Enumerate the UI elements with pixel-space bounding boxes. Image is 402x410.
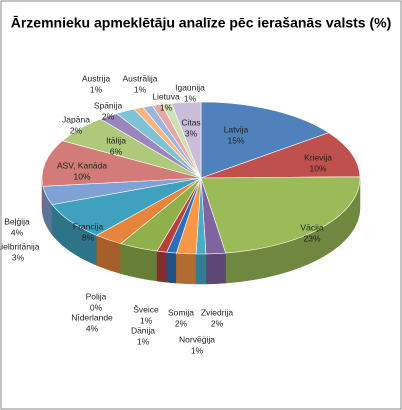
pie-slice: [200, 132, 361, 179]
value-label: 1%: [137, 336, 150, 346]
slice-label: Šveice: [133, 304, 159, 314]
value-label: 8%: [82, 232, 95, 242]
slice-label: Japāna: [62, 114, 90, 124]
labels: Latvija15%Krievija10%Vācija23%Zviedrija2…: [0, 73, 332, 355]
slice-label: Citas: [181, 117, 200, 127]
slice-label: Lietuva: [152, 91, 180, 101]
pie-sides: [41, 177, 361, 285]
value-label: 3%: [12, 252, 25, 262]
value-label: 1%: [134, 84, 147, 94]
slice-label: Somija: [168, 307, 194, 317]
value-label: 1%: [184, 93, 197, 103]
slice-label: Latvija: [224, 124, 249, 134]
value-label: 1%: [140, 315, 153, 325]
value-label: 4%: [86, 323, 99, 333]
value-label: 1%: [90, 84, 103, 94]
chart-title: Ārzemnieku apmeklētāju analīze pēc ieraš…: [11, 15, 392, 31]
value-label: 2%: [102, 111, 115, 121]
slice-side: [195, 253, 207, 285]
value-label: 1%: [191, 345, 204, 355]
value-label: 23%: [303, 233, 320, 243]
slice-side: [166, 251, 177, 284]
pie-slice: [41, 140, 202, 187]
slice-label: Francija: [73, 221, 104, 231]
slice-label: Lielbritānija: [0, 241, 40, 251]
pie-slice: [200, 176, 361, 254]
value-label: 2%: [175, 318, 188, 328]
pie-tops: [41, 101, 361, 255]
slice-label: Dānija: [131, 325, 155, 335]
slice-label: Norvēģija: [179, 334, 215, 344]
value-label: 2%: [70, 125, 83, 135]
pie-slice: [171, 101, 202, 179]
slice-label: Igaunija: [175, 82, 205, 92]
slice-side: [176, 252, 197, 285]
slice-label: Spānija: [94, 100, 123, 110]
slice-label: Krievija: [304, 152, 332, 162]
value-label: 10%: [309, 163, 326, 173]
value-label: 0%: [90, 302, 103, 312]
slice-label: Vācija: [300, 222, 323, 232]
slice-side: [205, 252, 226, 285]
slice-label: Beļģija: [4, 216, 30, 226]
slice-label: Zviedrija: [201, 307, 233, 317]
slice-label: ASV, Kanāda: [57, 160, 108, 170]
pie-slice: [200, 101, 330, 179]
slice-label: Polija: [86, 291, 107, 301]
value-label: 4%: [11, 227, 24, 237]
slice-label: Itālija: [106, 135, 126, 145]
value-label: 10%: [73, 171, 90, 181]
value-label: 15%: [227, 135, 244, 145]
value-label: 3%: [185, 128, 198, 138]
value-label: 2%: [211, 318, 224, 328]
slice-label: Nīderlande: [71, 312, 113, 322]
slice-side: [156, 250, 167, 283]
value-label: 1%: [160, 102, 173, 112]
slice-label: Austrālija: [123, 73, 158, 83]
slice-label: Austrija: [82, 73, 111, 83]
value-label: 6%: [110, 146, 123, 156]
